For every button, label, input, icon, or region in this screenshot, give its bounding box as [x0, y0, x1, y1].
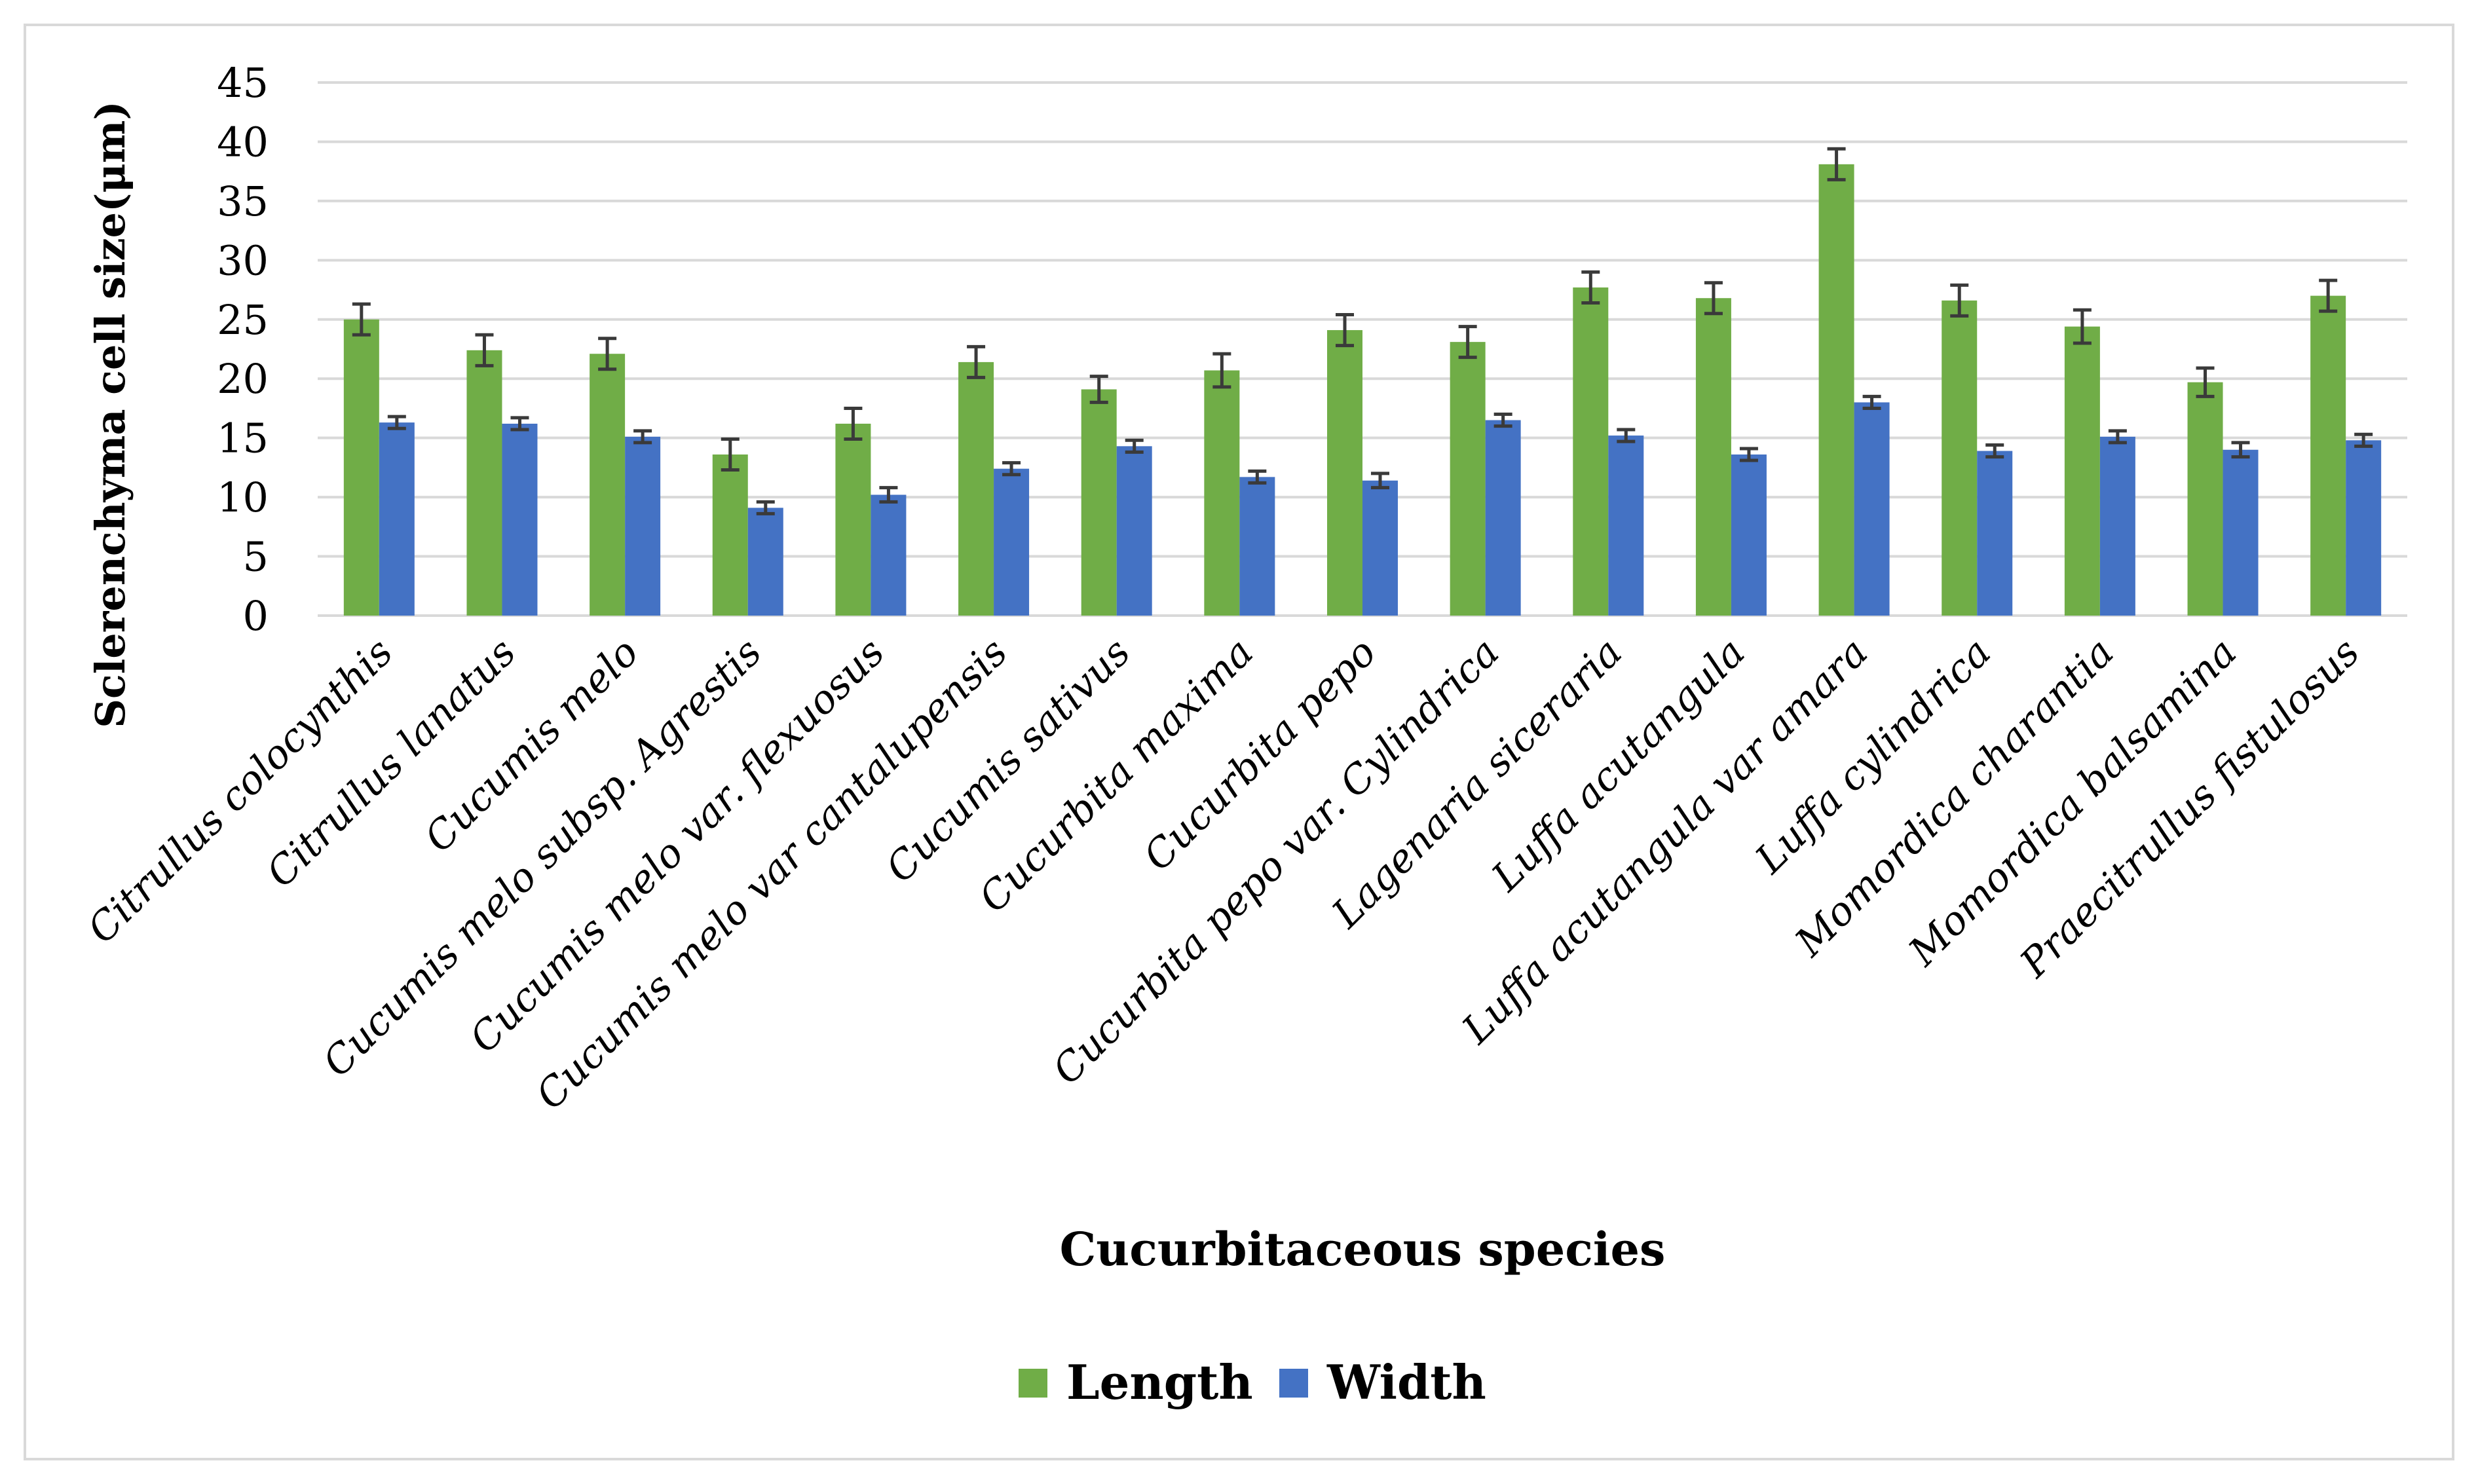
legend-swatch-width: [1279, 1369, 1308, 1398]
error-bar-width: [1985, 443, 2004, 459]
bar-width: [2223, 449, 2259, 616]
error-bar-length: [2319, 278, 2338, 313]
y-tick-label: 0: [243, 592, 269, 640]
legend: Length Width: [1019, 1354, 1486, 1410]
error-bar-width: [1739, 447, 1758, 462]
x-axis-title: Cucurbitaceous species: [1060, 1222, 1666, 1276]
error-bar-width: [879, 486, 898, 504]
error-bar-length: [1212, 352, 1231, 389]
error-bar-length: [844, 406, 863, 441]
bar-length: [1450, 342, 1486, 616]
error-bar-length: [475, 333, 494, 367]
bar-length: [2310, 295, 2346, 616]
x-category-label: Cucumis melo: [416, 629, 648, 861]
error-bar-length: [1458, 325, 1477, 360]
bar-length: [835, 423, 871, 616]
error-bar-width: [1248, 469, 1267, 485]
bar-width: [994, 468, 1030, 616]
error-bar-length: [967, 344, 986, 379]
chart-frame: [24, 24, 2454, 1460]
error-bar-length: [1336, 313, 1354, 348]
y-tick-label: 25: [217, 296, 269, 344]
bar-width: [1608, 436, 1644, 616]
y-tick-label: 15: [217, 415, 269, 462]
bar-length: [1573, 287, 1609, 616]
bar-length: [343, 319, 379, 616]
x-category-label: Cucurbita pepo: [1135, 629, 1385, 880]
bar-length: [1695, 298, 1731, 616]
y-axis-ticks: 0 5 10 15 20 25 30 35 40 45: [217, 59, 269, 640]
y-tick-label: 5: [243, 533, 269, 581]
bar-width: [1485, 420, 1521, 616]
error-bar-width: [1493, 412, 1512, 428]
x-category-label: Luffa cylindrica: [1746, 629, 2000, 883]
bar-length: [712, 454, 748, 616]
error-bar-length: [1089, 375, 1108, 404]
error-bar-length: [1704, 281, 1723, 316]
bar-width: [1362, 480, 1398, 616]
legend-swatch-length: [1019, 1369, 1047, 1398]
error-bar-width: [1617, 428, 1636, 443]
bar-width: [1239, 477, 1275, 616]
y-tick-label: 45: [217, 59, 269, 107]
bar-width: [2099, 436, 2135, 616]
y-tick-label: 30: [217, 236, 269, 284]
error-bar-width: [633, 429, 652, 445]
bar-length: [590, 354, 626, 616]
error-bar-length: [721, 437, 740, 472]
bars: [343, 164, 2382, 616]
error-bar-length: [1827, 147, 1846, 181]
bar-width: [871, 494, 907, 616]
bar-length: [1081, 389, 1117, 616]
error-bar-length: [352, 302, 371, 337]
bar-length: [958, 362, 994, 616]
y-tick-label: 35: [217, 177, 269, 225]
error-bar-width: [1125, 438, 1144, 454]
y-tick-label: 20: [217, 355, 269, 403]
error-bar-width: [510, 416, 529, 432]
bar-length: [1204, 370, 1240, 616]
error-bar-width: [1002, 461, 1021, 477]
bar-length: [2187, 382, 2223, 616]
bar-length: [1942, 300, 1978, 616]
bar-width: [2346, 440, 2382, 616]
error-bar-width: [2354, 432, 2373, 448]
error-bar-width: [1371, 472, 1389, 490]
bar-width: [502, 423, 538, 616]
x-category-label: Cucumis melo subsp. Agrestis: [314, 629, 770, 1086]
bar-width: [1731, 454, 1767, 616]
bar-width: [1977, 451, 2013, 616]
bar-width: [625, 436, 661, 616]
bar-width: [1116, 446, 1152, 616]
legend-label-length: Length: [1066, 1354, 1253, 1410]
legend-label-width: Width: [1326, 1354, 1486, 1410]
y-axis-title: Sclerenchyma cell size(μm): [86, 101, 134, 728]
bar-length: [466, 350, 502, 616]
y-tick-label: 10: [217, 473, 269, 521]
error-bar-length: [2196, 366, 2215, 398]
bar-length: [2064, 326, 2100, 616]
error-bar-length: [2073, 308, 2092, 345]
error-bar-width: [1862, 394, 1881, 410]
error-bar-width: [2108, 429, 2127, 445]
bar-width: [379, 422, 415, 616]
y-tick-label: 40: [217, 118, 269, 166]
error-bar-length: [1581, 270, 1600, 305]
bar-width: [747, 508, 783, 616]
bar-length: [1818, 164, 1854, 616]
error-bar-length: [598, 337, 617, 371]
error-bar-width: [2231, 441, 2250, 459]
bar-width: [1854, 402, 1890, 616]
error-bar-width: [387, 415, 406, 430]
error-bar-length: [1950, 283, 1969, 318]
error-bar-width: [756, 500, 775, 515]
gridlines: [318, 81, 2407, 617]
x-category-label: Cucurbita pepo var. Cylindrica: [1044, 629, 1508, 1093]
error-bars: [352, 147, 2373, 515]
bar-length: [1327, 330, 1362, 616]
